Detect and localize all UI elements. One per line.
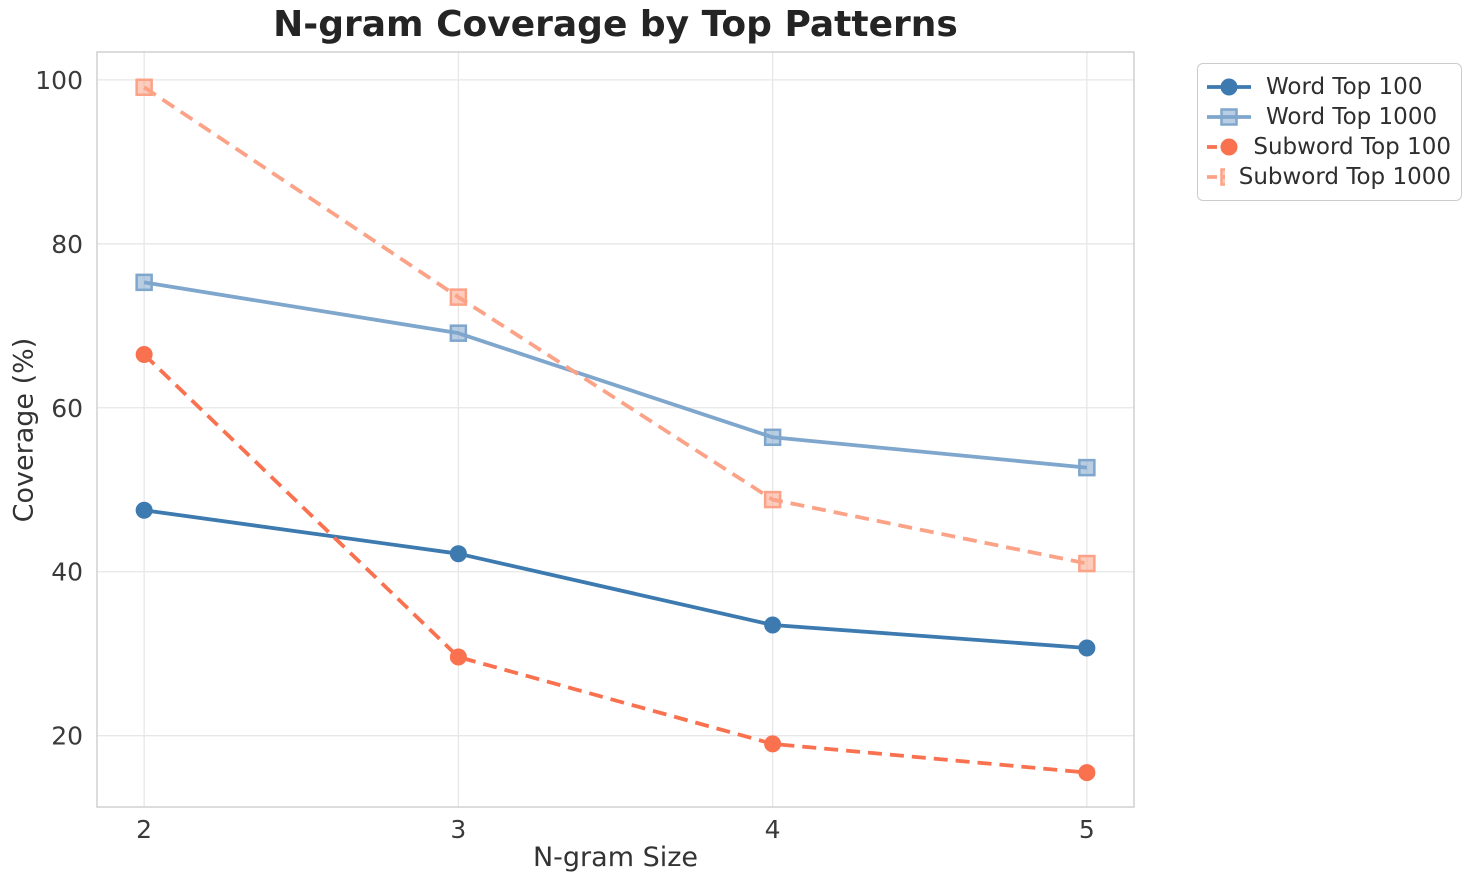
y-tick-label-40: 40 <box>51 558 83 587</box>
legend-label-subword-top-100: Subword Top 100 <box>1253 134 1451 160</box>
marker-word-top-1000-x3 <box>449 324 468 342</box>
plot-border <box>96 51 1135 808</box>
legend-item-subword-top-100: Subword Top 100 <box>1206 132 1451 162</box>
marker-word-top-1000-x5 <box>1078 458 1096 477</box>
marker-word-top-100-x3 <box>449 545 467 563</box>
marker-word-top-1000-x2 <box>135 273 153 292</box>
series-line-subword-top-100 <box>142 353 1088 775</box>
legend-sample-subword-top-1000 <box>1207 168 1225 186</box>
tick-labels: 20 40 60 80 100 2 3 4 5 <box>35 66 1095 844</box>
marker-word-top-100-x4 <box>764 616 782 634</box>
legend-label-word-top-100: Word Top 100 <box>1266 74 1423 100</box>
y-tick-label-60: 60 <box>51 394 83 423</box>
series-word-top-1000 <box>135 273 1096 477</box>
legend-label-subword-top-1000: Subword Top 1000 <box>1238 164 1451 190</box>
marker-subword-top-1000-x4 <box>763 490 782 509</box>
marker-subword-top-100-x5 <box>1078 764 1096 782</box>
x-tick-label-2: 2 <box>136 815 152 844</box>
marker-word-top-1000-x4 <box>763 428 782 447</box>
legend-marker-word-top-100 <box>1220 78 1238 96</box>
chart-title: N-gram Coverage by Top Patterns <box>273 4 958 45</box>
legend: Word Top 100 Word Top 1000 Subword Top 100… <box>1197 63 1462 201</box>
marker-subword-top-1000-x5 <box>1078 554 1096 573</box>
marker-subword-top-1000-x2 <box>135 78 153 96</box>
series-subword-top-1000 <box>135 78 1096 573</box>
legend-marker-subword-top-1000 <box>1220 168 1225 186</box>
x-tick-label-4: 4 <box>765 815 781 844</box>
y-tick-label-100: 100 <box>35 66 83 95</box>
series-line-word-top-100 <box>143 508 1088 650</box>
legend-sample-subword-top-100 <box>1207 138 1240 156</box>
y-axis-label: Coverage (%) <box>8 337 40 523</box>
series-line-word-top-1000 <box>143 280 1088 470</box>
grid-lines <box>97 52 1134 807</box>
marker-word-top-100-x2 <box>135 501 153 519</box>
legend-item-word-top-100: Word Top 100 <box>1206 72 1451 102</box>
marker-subword-top-100-x3 <box>449 648 467 666</box>
x-tick-label-3: 3 <box>450 815 466 844</box>
legend-sample-word-top-100 <box>1207 78 1251 96</box>
legend-marker-subword-top-100 <box>1220 138 1238 156</box>
marker-word-top-100-x5 <box>1078 639 1096 657</box>
marker-subword-top-1000-x3 <box>449 288 468 306</box>
x-axis-label: N-gram Size <box>532 842 699 873</box>
y-tick-label-80: 80 <box>51 230 83 259</box>
legend-label-word-top-1000: Word Top 1000 <box>1266 104 1438 130</box>
x-tick-label-5: 5 <box>1079 815 1095 844</box>
marker-subword-top-100-x2 <box>135 345 153 363</box>
series-subword-top-100 <box>135 345 1096 782</box>
series-word-top-100 <box>135 501 1096 657</box>
legend-sample-word-top-1000 <box>1207 108 1251 126</box>
legend-item-subword-top-1000: Subword Top 1000 <box>1206 162 1451 192</box>
y-tick-label-20: 20 <box>51 722 83 751</box>
legend-item-word-top-1000: Word Top 1000 <box>1206 102 1451 132</box>
legend-marker-word-top-1000 <box>1220 108 1238 126</box>
marker-subword-top-100-x4 <box>764 735 782 753</box>
series-line-subword-top-1000 <box>143 85 1088 566</box>
